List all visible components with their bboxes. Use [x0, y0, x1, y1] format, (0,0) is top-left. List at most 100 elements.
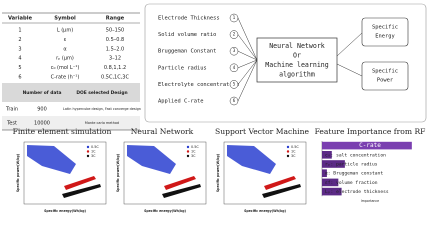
scatter-cloud: [262, 184, 301, 198]
chart-title: Feature Importance from RF: [315, 127, 426, 136]
legend-swatch: [86, 154, 90, 158]
bar: [322, 178, 339, 187]
table-cell: 6: [18, 75, 21, 81]
table-cell: 900: [37, 107, 47, 113]
legend-swatch: [286, 150, 290, 153]
legend-swatch: [86, 150, 90, 153]
scatter-cloud: [162, 184, 201, 198]
legend-swatch: [286, 154, 290, 158]
y-axis-label: Specific power(W/kg): [16, 153, 20, 192]
table-cell: 1.5–2.0: [106, 46, 124, 52]
table-cell: 50–150: [106, 28, 124, 34]
legend-label: 0.5C: [91, 145, 99, 149]
legend-label: 1C: [191, 150, 196, 154]
arrow: [237, 50, 258, 61]
table-cell: 0.8,1,1.2: [104, 65, 126, 71]
table-cell: 4: [18, 56, 21, 62]
table-cell: 0.5–0.8: [106, 37, 124, 43]
input-label: Bruggeman Constant: [158, 49, 216, 55]
input-label: Particle radius: [158, 65, 207, 71]
table-cell: 5: [18, 65, 21, 71]
table-header: Variable: [8, 16, 33, 22]
y-axis-label: Specific power(W/kg): [216, 153, 220, 192]
scatter-cloud: [27, 145, 76, 174]
input-label: Solid volume ratio: [158, 32, 216, 38]
legend-swatch: [186, 154, 190, 158]
plot-title: Support Vector Machine: [215, 127, 309, 136]
input-number: 2: [233, 32, 236, 37]
input-number: 6: [233, 98, 236, 103]
input-number: 4: [233, 65, 236, 70]
plot-title: Finite element simulation: [13, 127, 112, 136]
output-label: Specific: [372, 25, 398, 31]
table-cell: rₚ (μm): [56, 56, 74, 62]
category-label: c₀: salt concentration: [325, 152, 386, 158]
legend-label: 1C: [91, 150, 96, 154]
model-label: Machine learning: [265, 61, 329, 69]
table-cell: Monte carlo method: [85, 121, 119, 125]
table-cell: α: [63, 46, 67, 52]
legend-label: 0.5C: [291, 145, 299, 149]
arrow: [237, 59, 258, 69]
figure: Variable Symbol Range 1 L (μm) 50–150 2 ε 0.5–0.…: [2, 3, 427, 213]
input-label: Electrolyte concentration: [158, 82, 239, 88]
scatter-cloud: [164, 176, 196, 190]
model-label: algorithm: [279, 71, 315, 79]
legend-label: 3C: [191, 154, 196, 158]
category-label: C-rate: [359, 142, 381, 149]
legend-swatch: [86, 145, 90, 149]
input-number: 3: [233, 48, 236, 53]
output-box: [361, 17, 409, 47]
category-label: εf: volume fraction: [325, 180, 378, 186]
legend-swatch: [286, 145, 290, 149]
table-cell: ε: [64, 37, 67, 43]
scatter-cloud: [62, 184, 101, 198]
table-header: DOE selected Design: [76, 90, 127, 96]
table-header: Symbol: [54, 16, 76, 22]
table-header: Range: [106, 16, 125, 22]
input-label: Electrode Thickness: [158, 16, 220, 22]
model-label: Or: [293, 52, 301, 60]
table-cell: 3–12: [109, 56, 121, 62]
output-label: Energy: [375, 34, 395, 40]
x-axis-label: Importance: [361, 199, 379, 203]
x-axis-label: Specific energy(Wh/kg): [144, 209, 186, 213]
table-cell: Test: [6, 121, 17, 127]
table-cell: c₀ (mol L⁻¹): [51, 65, 80, 71]
plot-title: Neural Network: [131, 127, 194, 136]
legend-swatch: [186, 145, 190, 149]
parameter-table: [2, 12, 140, 131]
plot-frame: [123, 141, 207, 205]
table-cell: 3: [18, 46, 21, 52]
plot-frame: [223, 141, 307, 205]
arrow: [336, 32, 363, 57]
output-label: Power: [377, 78, 394, 84]
category-label: Lₚ: electrode thickness: [325, 189, 389, 195]
table-cell: 10000: [34, 121, 50, 127]
table-cell: L (μm): [57, 28, 73, 34]
scatter-cloud: [64, 176, 96, 190]
bar: [322, 141, 412, 150]
table-cell: 2: [18, 37, 21, 43]
bar: [322, 160, 345, 168]
table-cell: 0.5C,1C,3C: [101, 75, 129, 81]
legend-label: 0.5C: [191, 145, 199, 149]
model-box: [256, 37, 338, 83]
table-header: Number of data: [23, 90, 62, 96]
bar: [322, 187, 342, 196]
arrow: [336, 63, 363, 77]
input-number: 1: [233, 15, 236, 20]
arrow: [237, 59, 258, 102]
bar: [322, 169, 327, 177]
bar: [322, 151, 332, 159]
category-label: α: Bruggeman constant: [325, 171, 383, 177]
y-axis-label: Specific power(W/kg): [116, 153, 120, 192]
table-cell: Latin hypercube design, Fast converge de…: [63, 107, 141, 111]
scatter-cloud: [264, 176, 296, 190]
arrow: [237, 34, 258, 61]
legend-swatch: [186, 150, 190, 153]
input-label: Applied C-rate: [158, 99, 203, 105]
category-label: rₚ: particle radius: [325, 162, 378, 168]
x-axis-label: Specific energy(Wh/kg): [244, 209, 286, 213]
x-axis-label: Specific energy(Wh/kg): [44, 209, 86, 213]
